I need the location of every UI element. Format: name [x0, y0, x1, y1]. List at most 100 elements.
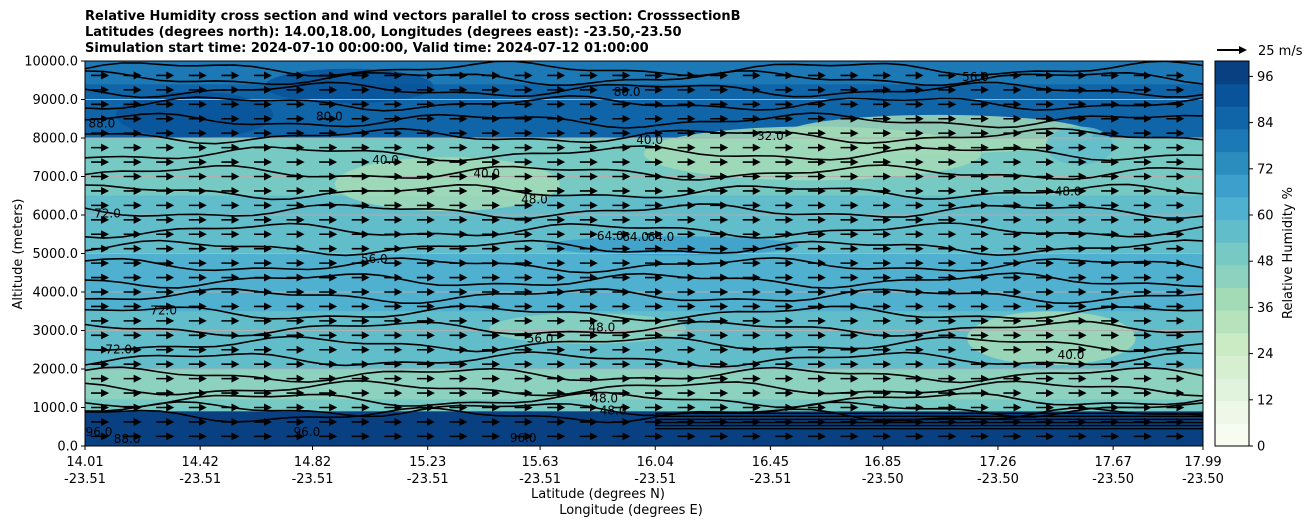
colorbar-step [1215, 174, 1249, 198]
contour-label: 48.0 [591, 391, 618, 405]
contour-label: 48.0 [1055, 184, 1082, 198]
x-tick-label-latitude: 17.67 [1095, 455, 1132, 470]
contour-label: 64.0 [647, 230, 674, 244]
colorbar-step [1215, 355, 1249, 379]
contour-label: 48.0 [589, 320, 616, 334]
x-axis-label-latitude: Latitude (degrees N) [531, 487, 665, 502]
contour-label: 64.0 [622, 230, 649, 244]
y-tick-label: 10000.0 [24, 55, 78, 70]
colorbar-tick-label: 12 [1257, 393, 1274, 408]
y-tick-label: 8000.0 [33, 132, 79, 147]
x-axis-label-longitude: Longitude (degrees E) [559, 503, 703, 518]
contour-label: 80.0 [614, 85, 641, 99]
quiver-key-label: 25 m/s [1258, 44, 1303, 59]
colorbar-tick-label: 48 [1257, 255, 1274, 270]
humidity-patch [264, 68, 434, 104]
chart-title: Relative Humidity cross section and wind… [85, 9, 741, 57]
colorbar-step [1215, 332, 1249, 356]
colorbar: 0 12 24 36 48 60 72 84 96 [1214, 60, 1274, 455]
humidity-patch [335, 157, 560, 212]
contour-label: 64.0 [597, 229, 624, 243]
x-tick-label-longitude: -23.51 [292, 472, 334, 487]
x-tick-label-latitude: 14.82 [294, 455, 331, 470]
contour-label: 48.0 [600, 403, 627, 417]
x-tick-label-longitude: -23.50 [1092, 472, 1134, 487]
title-line-1: Relative Humidity cross section and wind… [85, 9, 741, 24]
x-tick-label-longitude: -23.50 [862, 472, 904, 487]
colorbar-step [1215, 264, 1249, 288]
contour-label: 96.0 [86, 425, 113, 439]
colorbar-step [1215, 242, 1249, 266]
colorbar-step [1215, 61, 1249, 85]
x-tick-label-latitude: 14.01 [66, 455, 103, 470]
colorbar-step [1215, 196, 1249, 221]
x-tick-label-longitude: -23.51 [407, 472, 449, 487]
y-axis: 0.0 1000.0 2000.0 3000.0 4000.0 5000.0 6000.0 7… [24, 55, 85, 455]
colorbar-step [1215, 378, 1249, 402]
y-tick-label: 3000.0 [33, 324, 79, 339]
y-tick-label: 5000.0 [33, 247, 79, 262]
wind-vectors [91, 71, 1185, 441]
x-tick-label-latitude: 17.99 [1184, 455, 1221, 470]
y-tick-label: 2000.0 [33, 363, 79, 378]
y-tick-label: 4000.0 [33, 286, 79, 301]
colorbar-step [1215, 310, 1249, 334]
contour-label: 72.0 [150, 303, 177, 317]
x-tick-label-longitude: -23.51 [179, 472, 221, 487]
x-tick-label-latitude: 16.04 [637, 455, 674, 470]
contour-label: 56.0 [527, 331, 554, 345]
y-tick-label: 0.0 [57, 440, 78, 455]
contour-label: 88.0 [88, 117, 115, 131]
x-tick-label-longitude: -23.51 [634, 472, 676, 487]
y-tick-label: 1000.0 [33, 401, 79, 416]
contour-label: 56.0 [962, 70, 989, 84]
contour-label: 48.0 [521, 192, 548, 206]
contour-label: 40.0 [473, 166, 500, 180]
colorbar-step [1215, 151, 1249, 175]
contour-label: 40.0 [1058, 348, 1085, 362]
colorbar-label: Relative Humidity % [1281, 187, 1296, 319]
colorbar-step [1215, 128, 1249, 153]
contour-label: 80.0 [316, 109, 343, 123]
contour-label: 88.0 [114, 432, 141, 446]
contour-line [85, 112, 1203, 129]
title-line-3: Simulation start time: 2024-07-10 00:00:… [85, 41, 649, 56]
x-tick-label-latitude: 14.42 [182, 455, 219, 470]
contour-label: 32.0 [757, 129, 784, 143]
x-tick-label-latitude: 16.45 [752, 455, 789, 470]
contour-label: 56.0 [361, 252, 388, 266]
x-tick-label-latitude: 15.63 [521, 455, 558, 470]
colorbar-step [1215, 106, 1249, 130]
colorbar-frame [1214, 60, 1250, 447]
contour-labels: 32.064.064.064.048.056.048.048.056.040.0… [86, 70, 1085, 446]
colorbar-tick-label: 84 [1257, 116, 1274, 131]
humidity-band [85, 61, 1203, 85]
contour-label: 40.0 [636, 133, 663, 147]
contour-label: 40.0 [372, 153, 399, 167]
y-tick-label: 9000.0 [33, 93, 79, 108]
colorbar-tick-label: 0 [1257, 440, 1265, 455]
contour-label: 72.0 [94, 207, 121, 221]
y-tick-label: 6000.0 [33, 209, 79, 224]
humidity-band [85, 253, 1203, 312]
contour-label: 72.0 [105, 343, 132, 357]
contour-label: 96.0 [294, 425, 321, 439]
colorbar-tick-label: 24 [1257, 347, 1274, 362]
humidity-patch [489, 313, 687, 344]
title-line-2: Latitudes (degrees north): 14.00,18.00, … [85, 25, 682, 40]
y-tick-label: 7000.0 [33, 170, 79, 185]
x-axis: 14.01 -23.51 14.42 -23.51 14.82 -23.51 15.23 -2… [64, 446, 1224, 487]
x-tick-label-longitude: -23.50 [977, 472, 1019, 487]
colorbar-tick-label: 60 [1257, 209, 1274, 224]
x-tick-label-longitude: -23.50 [1182, 472, 1224, 487]
x-tick-label-latitude: 15.23 [409, 455, 446, 470]
humidity-patch [1045, 126, 1114, 165]
colorbar-step [1215, 83, 1249, 107]
colorbar-tick-label: 72 [1257, 162, 1274, 177]
colorbar-step [1215, 423, 1249, 447]
x-tick-label-latitude: 17.26 [979, 455, 1016, 470]
colorbar-step [1215, 219, 1249, 243]
colorbar-tick-label: 36 [1257, 301, 1274, 316]
colorbar-step [1215, 287, 1249, 311]
